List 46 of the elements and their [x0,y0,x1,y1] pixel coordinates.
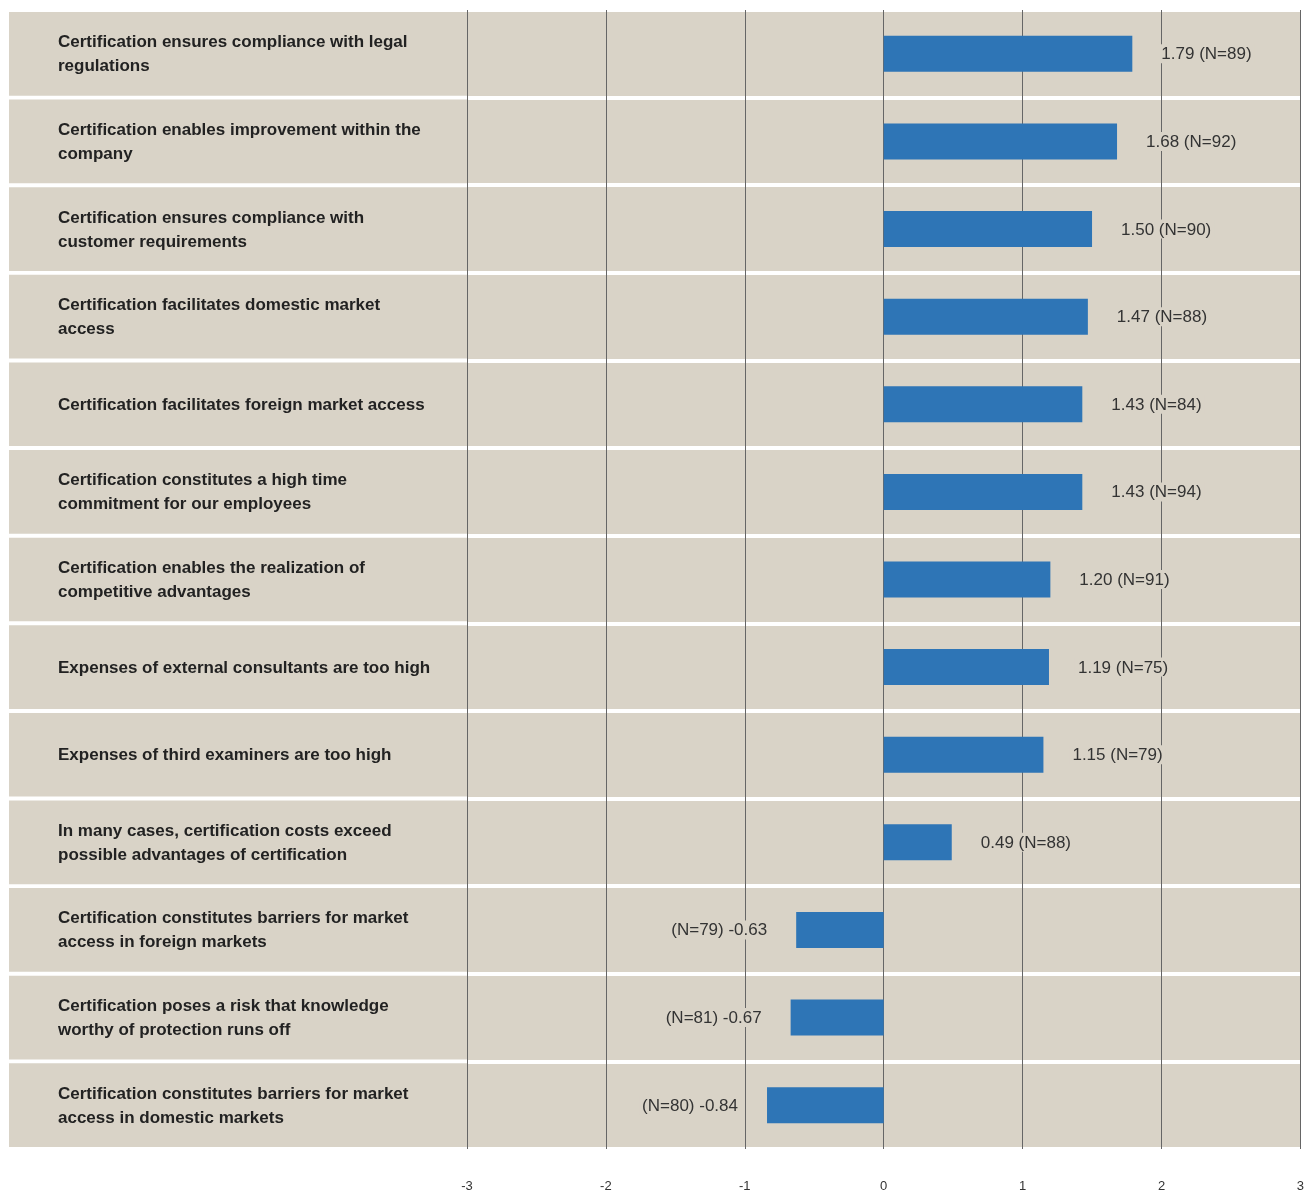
x-tick-label: 0 [880,1178,888,1192]
y-tick-label: Expenses of external consultants are too high [58,657,431,677]
data-label: 1.15 (N=79) [1072,745,1163,765]
bar [883,386,1083,423]
x-tick-label: -2 [600,1178,612,1192]
x-tick-label: -3 [461,1178,473,1192]
data-label: (N=79) -0.63 [671,920,768,940]
x-tick-label: 2 [1157,1178,1166,1192]
data-label: 1.50 (N=90) [1121,219,1212,239]
data-label: (N=80) -0.84 [642,1095,739,1115]
data-label: 1.43 (N=94) [1111,482,1202,502]
data-label: 0.49 (N=88) [980,832,1071,852]
data-label: 1.68 (N=92) [1146,131,1237,151]
bar [883,824,952,861]
y-tick-label: In many cases, certification costs exceed possible advantages of certification [58,820,397,864]
bar [883,35,1133,72]
data-label: 1.20 (N=91) [1079,570,1170,589]
bar [883,123,1118,160]
y-tick-label: Certification facilitates foreign market access [58,394,425,414]
y-tick-label: Certification facilitates domestic market access [58,295,385,339]
y-tick-label: Certification ensures compliance with customer requirements [58,207,369,251]
y-tick-label: Certification enables the realization of competitive advantages [58,558,370,601]
bar [767,1087,884,1124]
bar [883,649,1049,686]
x-tick-label: 3 [1296,1178,1304,1192]
bar [883,736,1044,773]
x-tick-label: 1 [1018,1178,1027,1192]
data-label: 1.79 (N=89) [1161,44,1252,64]
bar [883,211,1093,248]
bar [883,298,1088,335]
bar [883,561,1051,598]
y-tick-label: Certification constitutes a high time commitment for our employees [58,470,352,514]
y-tick-label: Expenses of third examiners are too high [58,745,392,765]
data-label: 1.19 (N=75) [1077,657,1169,677]
data-label: (N=81) -0.67 [665,1008,762,1028]
y-tick-label: Certification ensures compliance with legal regulations [58,32,413,76]
data-label: 1.47 (N=88) [1116,307,1208,327]
data-label: 1.43 (N=84) [1111,394,1202,414]
bar [790,999,884,1036]
y-tick-label: Certification constitutes barriers for market access in domestic markets [58,1083,414,1127]
y-tick-label: Certification constitutes barriers for market access in foreign markets [58,908,414,952]
y-tick-label: Certification poses a risk that knowledge worthy of protection runs off [57,996,394,1040]
bar [796,911,884,948]
x-tick-label: -1 [739,1178,751,1192]
bar [883,473,1083,510]
y-tick-label: Certification enables improvement within the company [58,119,426,163]
